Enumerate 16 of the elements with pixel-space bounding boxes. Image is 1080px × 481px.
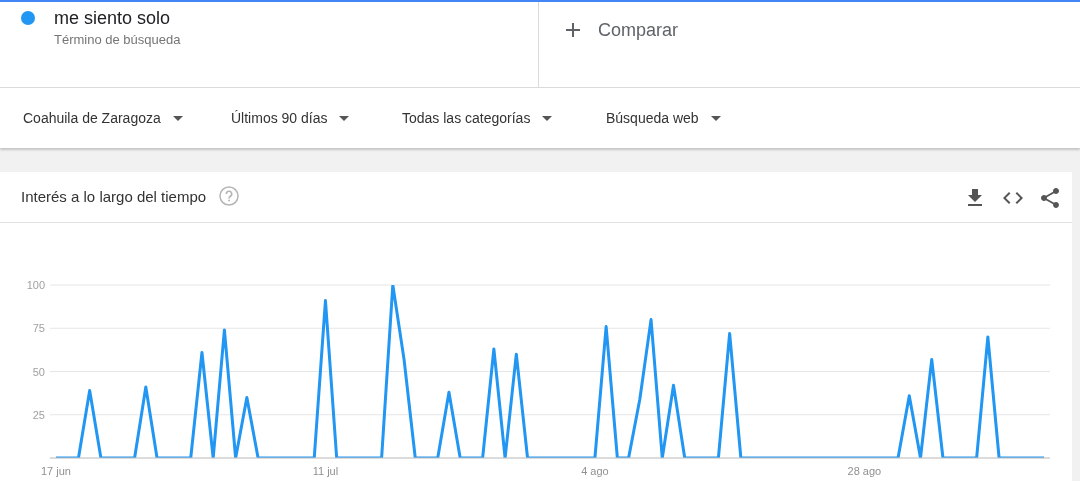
text: Todas las categorías	[402, 109, 531, 127]
y-tick-label: 50	[32, 365, 45, 378]
x-tick-label: 28 ago	[847, 465, 882, 477]
text: Coahuila de Zaragoza	[23, 109, 161, 127]
y-tick-label: 100	[26, 279, 45, 291]
x-tick-label: 4 ago	[581, 465, 609, 477]
x-tick-label: 11 jul	[312, 465, 339, 477]
text: Búsqueda web	[606, 109, 699, 127]
chart-title: Interés a lo largo del tiempo	[21, 188, 207, 206]
legend-label: me siento solo	[54, 7, 171, 29]
y-tick-label: 25	[32, 408, 45, 421]
text: Término de búsqueda	[54, 32, 181, 48]
y-tick-label: 75	[32, 322, 45, 335]
text: Últimos 90 días	[231, 109, 328, 127]
text: Comparar	[598, 19, 679, 41]
x-tick-label: 17 jun	[41, 465, 71, 477]
